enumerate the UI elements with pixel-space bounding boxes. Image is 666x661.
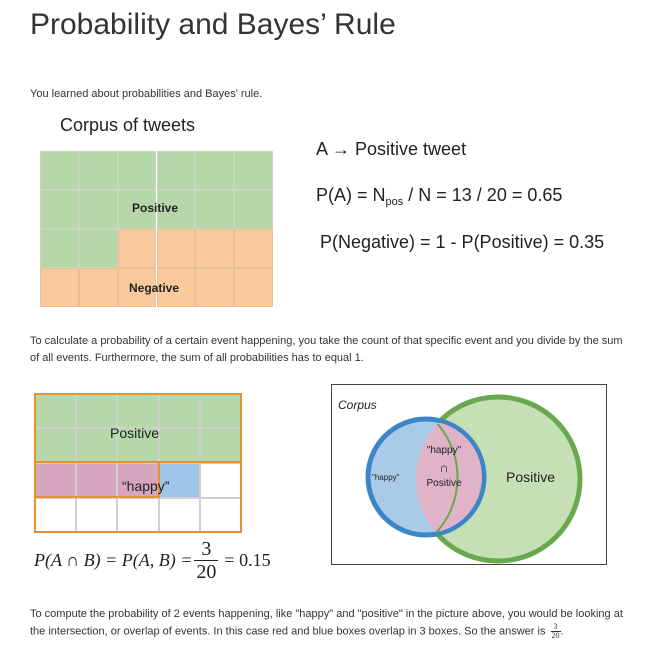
positive-cell [117,428,159,463]
intersection-grid: Positive “happy” [34,393,242,533]
negative-cell [156,268,196,307]
negative-cell [234,229,273,268]
empty-cell [200,463,242,498]
positive-cell [40,229,79,268]
positive-cell [78,229,118,268]
happy-region-border [34,461,160,498]
event-definition: A → Positive tweet [316,139,467,159]
venn-intersection-happy: "happy" [426,445,462,456]
empty-cell [34,498,76,533]
corpus-negative-label: Negative [129,281,180,295]
page-title: Probability and Bayes’ Rule [30,8,396,41]
probability-positive-formula: P(A) = Npos / N = 13 / 20 = 0.65 [316,185,563,208]
positive-cell [75,428,118,463]
equation-rhs: = 0.15 [224,550,271,570]
negative-cell [234,268,273,307]
corpus-positive-label: Positive [132,201,179,215]
positive-cell [117,190,157,229]
equation-numerator: 3 [201,538,212,560]
negative-cell [117,229,157,268]
answer-suffix: . [560,625,564,638]
positive-cell [117,151,157,190]
fraction-bar [194,560,219,561]
negative-cell [78,268,118,307]
grid-happy-label: “happy” [122,478,170,494]
venn-positive-label: Positive [506,469,556,485]
answer-fraction-bar [550,631,561,632]
venn-svg [365,394,583,564]
equation-fraction: 3 20 [194,538,219,583]
positive-cell [158,428,201,463]
venn-intersection-positive: Positive [426,478,462,489]
positive-cell [195,190,235,229]
happy-positive-cell [117,463,159,498]
venn-corpus-label: Corpus [338,398,377,412]
positive-cell [78,190,118,229]
positive-cell [234,190,273,229]
venn-intersection-labels: "happy" ∩ Positive [416,444,472,491]
negative-cell [156,229,196,268]
grid-positive-label: Positive [110,425,160,441]
pa-suffix: / N = 13 / 20 = 0.65 [403,185,563,205]
answer-denominator: 20 [551,631,560,640]
positive-cell [195,151,235,190]
venn-intersection-symbol: ∩ [439,460,449,475]
positive-cell [34,428,76,463]
pa-subscript: pos [385,196,404,208]
positive-cell [156,190,196,229]
intersection-equation: P(A ∩ B) = P(A, B) = 3 20 = 0.15 [34,538,271,583]
positive-cell [234,151,273,190]
negative-cell [195,229,235,268]
positive-arc-over [433,419,459,536]
corpus-grid: Positive Negative [40,151,273,307]
intersection-area [416,421,482,533]
positive-cell [117,393,159,428]
negative-cell [117,268,157,307]
negative-cell [40,268,79,307]
paragraph-intersection: To compute the probability of 2 events h… [30,606,640,640]
paragraph-intersection-text: To compute the probability of 2 events h… [30,608,623,638]
positive-cell [40,190,79,229]
answer-fraction: 3 20 [550,622,561,640]
paragraph-probability-definition: To calculate a probability of a certain … [30,335,623,364]
equation-lhs: P(A ∩ B) = P(A, B) = [34,550,193,570]
probability-negative-formula: P(Negative) = 1 - P(Positive) = 0.35 [320,232,605,252]
positive-cell [40,151,79,190]
positive-cell [78,151,118,190]
venn-diagram: Corpus "happy" "happy" ∩ Positive Positi… [331,384,607,565]
negative-cell [195,268,235,307]
intro-text: You learned about probabilities and Baye… [30,88,263,100]
corpus-heading: Corpus of tweets [60,115,196,135]
positive-cell [156,151,196,190]
equation-denominator: 20 [196,561,217,583]
pa-prefix: P(A) = N [316,185,386,205]
venn-happy-only-label: "happy" [372,473,400,482]
answer-numerator: 3 [553,622,558,631]
